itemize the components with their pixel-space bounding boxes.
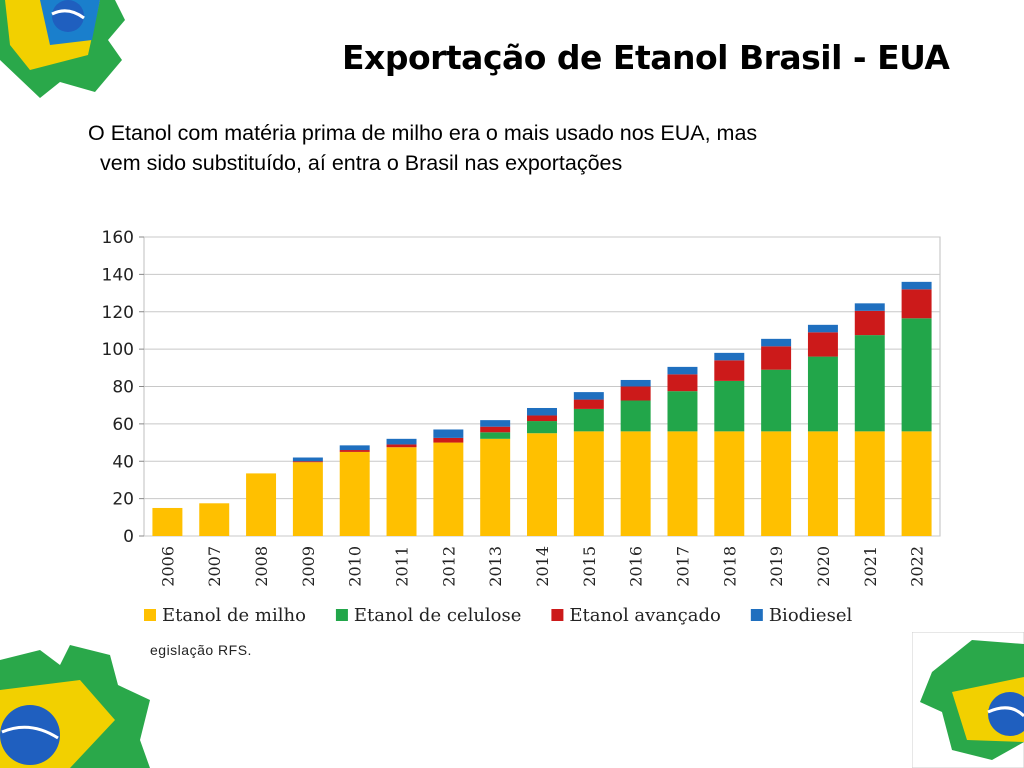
bar-segment [433,429,464,438]
y-tick-label: 100 [102,340,134,360]
puzzle-piece-bottom-right-icon [912,632,1024,768]
bar-segment [667,391,698,432]
legend-swatch [551,609,564,621]
bar-segment [246,473,277,536]
bar-segment [292,461,323,463]
x-tick-label: 2006 [158,546,177,587]
y-tick-label: 120 [102,303,134,323]
chart-svg: 0 20 40 60 80 100 120 140 160 2006 2007 2008 2009 201… [102,228,941,626]
bar-segment [433,442,464,536]
bar-segment [667,366,698,375]
y-tick-label: 20 [112,490,134,510]
x-tick-label: 2020 [814,546,833,587]
y-tick-label: 80 [112,378,134,398]
bar-segment [761,431,792,536]
bar-segment [573,399,604,409]
bar-segment [901,318,932,432]
bar-segment [339,450,370,452]
legend-label: Biodiesel [769,605,853,626]
bar-segment [807,324,838,333]
bar-segment [573,408,604,432]
legend-label: Etanol de milho [162,605,306,626]
bar-segment [620,386,651,401]
bar-segment [620,431,651,536]
bar-segment [761,369,792,432]
subtitle-line-2: vem sido substituído, aí entra o Brasil … [100,151,623,175]
bar-segment [854,431,885,536]
legend-swatch [750,609,763,621]
stacked-bar-chart: 0 20 40 60 80 100 120 140 160 2006 2007 2008 2009 201… [78,222,958,662]
y-tick-label: 140 [102,265,134,285]
legend-swatch [144,609,156,621]
x-tick-label: 2021 [861,546,880,587]
bar-segment [527,415,557,422]
x-tick-label: 2018 [720,546,739,587]
bar-segment [339,445,370,451]
bar-segment [292,457,323,462]
bar-segment [807,356,838,432]
bar-segment [714,352,745,361]
bar-segment [527,421,557,434]
bar-segment [480,426,511,433]
bar-segment [386,438,417,445]
bar-segment [339,451,370,536]
subtitle: O Etanol com matéria prima de milho era … [88,118,998,178]
x-tick-label: 2013 [486,546,505,587]
x-tick-label: 2014 [533,546,552,587]
x-tick-label: 2019 [767,546,786,587]
bar-segment [901,289,932,319]
x-tick-label: 2011 [393,546,412,587]
bar-segment [480,432,511,439]
puzzle-piece-top-left-icon [0,0,125,98]
bar-segment [807,431,838,536]
bar-segment [807,332,838,357]
bar-segment [901,281,932,290]
x-tick-label: 2009 [299,546,318,587]
bar-segment [901,431,932,536]
bar-segment [199,503,230,536]
x-tick-label: 2010 [346,546,365,587]
slide-title: Exportação de Etanol Brasil - EUA [342,38,950,77]
bar-segment [480,438,511,536]
bar-segment [667,431,698,536]
bar-segment [292,462,323,536]
subtitle-line-1: O Etanol com matéria prima de milho era … [88,121,758,145]
bar-segment [433,437,464,443]
puzzle-piece-bottom-left-icon [0,645,150,768]
y-tick-label: 0 [123,527,134,547]
bar-segment [527,407,557,416]
y-tick-label: 60 [112,415,134,435]
legend-label: Etanol de celulose [354,605,521,626]
bar-segment [854,335,885,432]
bar-segment [714,431,745,536]
bar-segment [386,447,417,536]
source-note: egislação RFS. [150,642,252,658]
bar-segment [714,360,745,381]
bar-segment [714,380,745,432]
bar-segment [761,346,792,370]
x-tick-label: 2008 [252,546,271,587]
bar-segment [854,303,885,311]
bar-segment [573,431,604,536]
bar-segment [854,310,885,336]
x-tick-label: 2017 [673,546,692,587]
bar-segment [573,392,604,400]
bar-segment [667,374,698,392]
bar-segment [761,338,792,347]
y-tick-label: 160 [102,228,134,248]
x-tick-label: 2007 [205,546,224,587]
x-tick-label: 2022 [908,546,927,587]
x-tick-label: 2015 [580,546,599,587]
bar-segment [527,433,557,536]
x-tick-label: 2016 [627,546,646,587]
legend-label: Etanol avançado [569,605,720,626]
bar-segment [620,400,651,432]
bar-segment [480,420,511,427]
bar-segment [620,379,651,387]
legend-swatch [335,609,348,621]
bar-segment [386,444,417,448]
bar-segment [152,507,183,536]
y-tick-label: 40 [112,452,134,472]
x-tick-label: 2012 [439,546,458,587]
